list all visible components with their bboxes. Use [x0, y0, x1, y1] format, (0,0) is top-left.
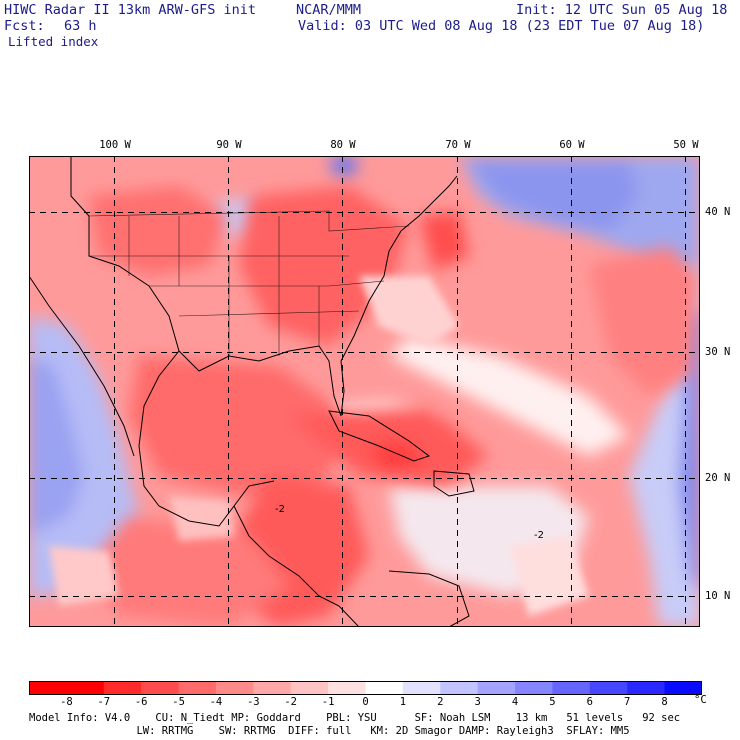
colorbar-tick-label: 5 [549, 696, 556, 708]
colorbar-tick-label: 2 [437, 696, 444, 708]
lat-label-10n: 10 N [705, 590, 731, 602]
colorbar-tick-label: -8 [60, 696, 73, 708]
colorbar-swatch [552, 681, 591, 695]
colorbar-swatch [290, 681, 329, 695]
lat-label-20n: 20 N [705, 472, 731, 484]
colorbar-tick-label: 8 [661, 696, 668, 708]
colorbar-tick-label: -3 [246, 696, 260, 708]
colorbar-tick-label: 4 [511, 696, 519, 708]
lon-label-100w: 100 W [99, 139, 131, 151]
colorbar [29, 681, 702, 695]
colorbar-tick-label: -1 [321, 696, 335, 708]
fcst-label: Fcst: [4, 18, 45, 34]
colorbar-swatch [477, 681, 516, 695]
model-title: HIWC Radar II 13km ARW-GFS init [4, 2, 256, 18]
lat-label-30n: 30 N [705, 346, 731, 358]
lon-label-70w: 70 W [445, 139, 471, 151]
colorbar-swatch [253, 681, 292, 695]
colorbar-swatch [141, 681, 180, 695]
colorbar-tick-label: 7 [624, 696, 631, 708]
colorbar-tick-label: -4 [209, 696, 223, 708]
colorbar-swatch [515, 681, 553, 695]
colorbar-tick-label: -2 [284, 696, 298, 708]
lon-label-60w: 60 W [559, 139, 585, 151]
model-info-line2: LW: RRTMG SW: RRTMG DIFF: full KM: 2D Sm… [29, 725, 630, 737]
lat-lon-grid [29, 156, 700, 627]
colorbar-swatch [29, 681, 67, 695]
model-info-line1: Model Info: V4.0 CU: N_Tiedt MP: Goddard… [29, 712, 681, 724]
contour-label: -2 [275, 504, 285, 515]
colorbar-tick-label: 3 [474, 696, 481, 708]
colorbar-swatch [440, 681, 479, 695]
valid-time: Valid: 03 UTC Wed 08 Aug 18 (23 EDT Tue … [298, 18, 705, 34]
colorbar-swatch [215, 681, 254, 695]
colorbar-tick-label: 0 [362, 696, 369, 708]
lon-label-90w: 90 W [216, 139, 242, 151]
colorbar-unit: °C [694, 694, 707, 706]
lat-label-40n: 40 N [705, 206, 731, 218]
colorbar-tick-label: -5 [172, 696, 185, 708]
fcst-value: 63 h [64, 18, 97, 34]
colorbar-swatch [627, 681, 666, 695]
colorbar-swatch [66, 681, 105, 695]
colorbar-swatch [103, 681, 142, 695]
org-label: NCAR/MMM [296, 2, 362, 18]
lon-label-50w: 50 W [673, 139, 699, 151]
colorbar-tick-label: 1 [399, 696, 407, 708]
contour-label: -2 [534, 530, 544, 541]
political-borders [88, 210, 410, 356]
lon-label-80w: 80 W [330, 139, 356, 151]
lifted-index-map: -2 -2 [29, 156, 700, 627]
colorbar-swatch [664, 681, 702, 695]
init-time: Init: 12 UTC Sun 05 Aug 18 [516, 2, 728, 18]
colorbar-swatch [365, 681, 404, 695]
colorbar-tick-label: -6 [134, 696, 148, 708]
field-name: Lifted index [8, 34, 99, 49]
colorbar-tick-label: 6 [586, 696, 593, 708]
colorbar-tick-label: -7 [97, 696, 111, 708]
colorbar-swatch [589, 681, 628, 695]
colorbar-swatch [402, 681, 441, 695]
colorbar-swatch [178, 681, 217, 695]
colorbar-swatch [328, 681, 366, 695]
